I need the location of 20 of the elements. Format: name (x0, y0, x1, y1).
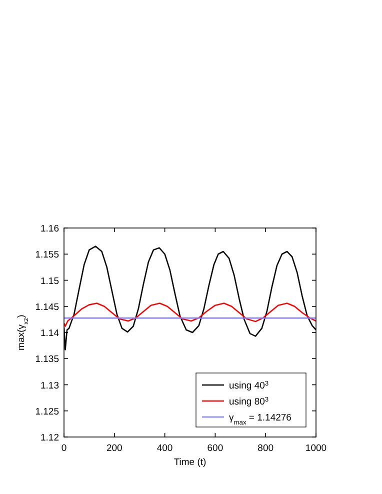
y-tick-label: 1.135 (35, 354, 59, 366)
legend-label: using 40$^{3}$ (229, 380, 269, 392)
y-tick-label: 1.12 (40, 432, 59, 444)
x-tick-label: 800 (258, 443, 274, 454)
y-tick-label: 1.16 (40, 224, 59, 234)
y-tick-label: 1.155 (35, 250, 59, 261)
x-tick-label: 200 (106, 443, 122, 454)
legend-label: using 80$^{3}$ (229, 396, 269, 408)
line-series (64, 302, 316, 327)
legend-label: γ$_{max}$ = 1.14276 (229, 412, 292, 426)
y-tick-label: 1.13 (40, 380, 59, 392)
x-tick-label: 0 (61, 443, 67, 454)
x-tick-label: 400 (156, 443, 173, 454)
y-tick-label: 1.125 (35, 406, 59, 418)
x-axis-title: Time (t) (174, 457, 206, 468)
y-tick-label: 1.14 (40, 328, 59, 339)
y-tick-label: 1.15 (40, 276, 59, 287)
x-tick-label: 1000 (305, 443, 327, 454)
y-tick-label: 1.145 (35, 302, 59, 313)
x-tick-label: 600 (207, 443, 224, 454)
